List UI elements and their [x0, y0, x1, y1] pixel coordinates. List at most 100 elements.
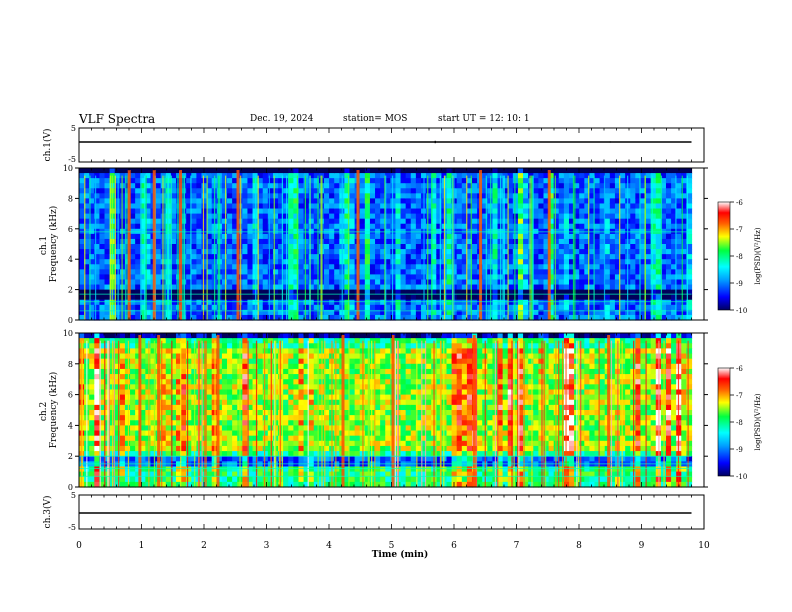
- spectrogram-cell: [553, 274, 560, 281]
- spectrogram-cell: [364, 299, 371, 306]
- spectrogram-cell: [630, 238, 636, 245]
- spectrogram-cell: [369, 309, 376, 316]
- spectrogram-cell: [79, 333, 85, 339]
- spectrogram-cell: [165, 389, 172, 396]
- spectrogram-cell: [620, 193, 626, 199]
- spectrogram-cell: [272, 309, 279, 316]
- spectrogram-cell: [569, 198, 575, 205]
- spectrogram-cell: [512, 183, 519, 189]
- spectrogram-cell: [635, 279, 642, 286]
- spectrogram-cell: [574, 284, 580, 291]
- spectrogram-cell: [216, 384, 223, 391]
- spectrogram-cell: [150, 430, 157, 437]
- spectrogram-cell: [329, 289, 335, 296]
- spectrogram-cell: [278, 238, 284, 245]
- spectrogram-cell: [640, 249, 647, 255]
- spectrogram-cell: [79, 168, 85, 174]
- spectrogram-cell: [252, 358, 259, 365]
- spectrogram-cell: [262, 279, 269, 286]
- spectrogram-cell: [466, 193, 473, 199]
- spectrogram-cell: [221, 415, 228, 421]
- spectrogram-cell: [186, 269, 192, 275]
- spectrogram-cell: [252, 420, 259, 426]
- spectrogram-cell: [272, 333, 279, 339]
- spectrogram-cell: [114, 399, 121, 406]
- spectrogram-cell: [114, 374, 121, 380]
- spectrogram-cell: [232, 374, 238, 380]
- spectrogram-cell: [267, 238, 274, 245]
- spectrogram-cell: [206, 309, 213, 316]
- spectrogram-cell: [456, 304, 463, 311]
- spectrogram-cell: [538, 284, 545, 291]
- spectrogram-cell: [94, 343, 101, 349]
- spectrogram-cell: [303, 178, 310, 184]
- spectrogram-cell: [170, 358, 177, 365]
- spectrogram-cell: [196, 274, 203, 281]
- spectrogram-cell: [145, 445, 152, 452]
- spectrogram-cell: [640, 173, 647, 179]
- spectrogram-cell: [104, 294, 111, 301]
- spectrogram-cell: [130, 353, 136, 360]
- spectrogram-cell: [227, 379, 233, 385]
- spectrogram-cell: [686, 289, 693, 296]
- spectrogram-cell: [359, 208, 366, 215]
- spectrogram-cell: [543, 233, 550, 240]
- spectrogram-cell: [523, 269, 529, 275]
- spectrogram-cell: [130, 233, 136, 240]
- spectrogram-cell: [329, 314, 335, 321]
- spectrogram-cell: [569, 188, 575, 194]
- spectrogram-cell: [283, 348, 289, 355]
- spectrogram-cell: [569, 238, 575, 245]
- spectrogram-cell: [349, 213, 356, 220]
- spectrogram-cell: [283, 168, 289, 174]
- spectrogram-cell: [650, 173, 657, 179]
- spectrogram-cell: [196, 168, 203, 174]
- spectrogram-cell: [89, 353, 95, 360]
- spectrogram-cell: [79, 299, 85, 306]
- spectrogram-cell: [206, 183, 213, 189]
- spectrogram-cell: [288, 168, 294, 174]
- spectrogram-cell: [232, 430, 238, 437]
- ylabel-ch1: ch.1(V): [42, 129, 53, 162]
- spectrogram-image-ch2: [79, 333, 704, 488]
- spectrogram-cell: [431, 314, 437, 321]
- spectrogram-cell: [257, 203, 264, 210]
- spectrogram-cell: [660, 218, 667, 225]
- spectrogram-cell: [140, 343, 146, 349]
- spectrogram-cell: [206, 394, 213, 401]
- spectrogram-cell: [140, 193, 146, 199]
- spectrogram-cell: [492, 304, 499, 311]
- spectrogram-cell: [579, 198, 585, 205]
- spectrogram-cell: [461, 203, 468, 210]
- spectrogram-cell: [262, 178, 269, 184]
- spectrogram-cell: [186, 173, 192, 179]
- spectrogram-cell: [512, 218, 519, 225]
- spectrogram-cell: [599, 259, 606, 265]
- spectrogram-cell: [124, 420, 131, 426]
- spectrogram-cell: [242, 304, 249, 311]
- spectrogram-cell: [390, 238, 397, 245]
- spectrogram-cell: [135, 451, 141, 457]
- spectrogram-cell: [221, 425, 228, 432]
- spectrogram-cell: [170, 466, 177, 473]
- spectrogram-cell: [655, 173, 662, 179]
- spectrogram-cell: [359, 264, 366, 270]
- spectrogram-cell: [257, 309, 264, 316]
- spectrogram-cell: [620, 304, 626, 311]
- spectrogram-cell: [553, 223, 560, 230]
- spectrogram-cell: [630, 233, 636, 240]
- spectrogram-cell: [620, 259, 626, 265]
- spectrogram-cell: [364, 203, 371, 210]
- spectrogram-cell: [502, 183, 509, 189]
- spectrogram-streak: [125, 175, 127, 320]
- spectrogram-streak: [317, 175, 319, 320]
- spectrogram-cell: [456, 259, 463, 265]
- spectrogram-cell: [99, 279, 106, 286]
- spectrogram-cell: [119, 481, 126, 488]
- spectrogram-cell: [252, 384, 259, 391]
- spectrogram-cell: [262, 223, 269, 230]
- spectrogram-cell: [431, 178, 437, 184]
- spectrogram-cell: [558, 289, 565, 296]
- spectrogram-cell: [140, 420, 146, 426]
- spectrogram-cell: [170, 264, 177, 270]
